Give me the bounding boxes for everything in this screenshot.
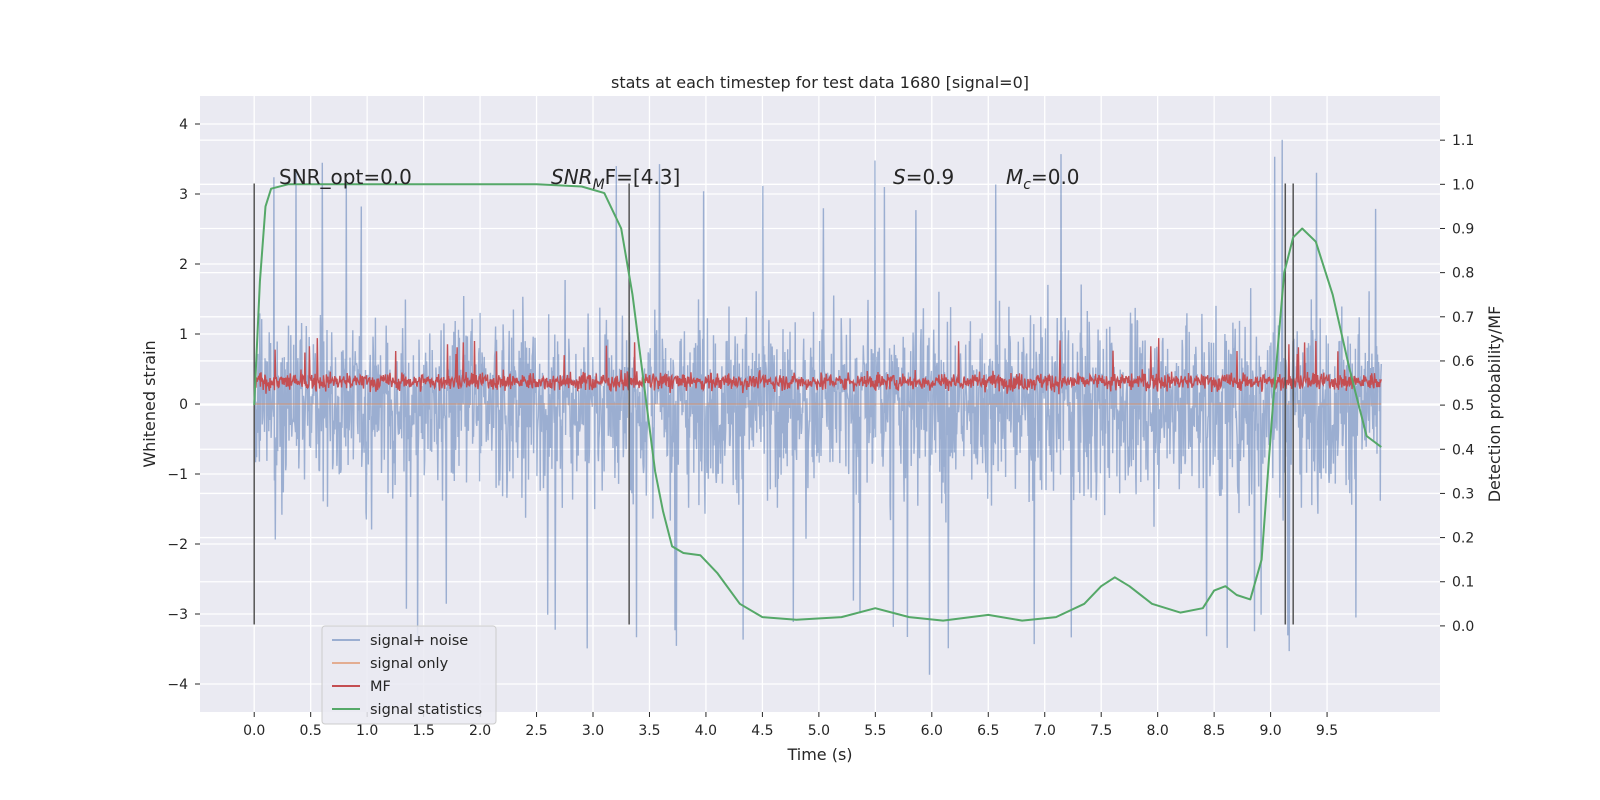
x-tick-label: 1.0: [356, 723, 378, 739]
y-tick-label: 4: [179, 117, 188, 133]
annotation-s: S=0.9: [893, 165, 954, 189]
x-axis-ticks: 0.0 0.5 1.0 1.5 2.0 2.5 3.0 3.5 4.0 4.5 5.0 5.5 6.0 6…: [243, 712, 1338, 739]
x-tick-label: 7.5: [1090, 723, 1112, 739]
annotation-mc-italic: M: [1006, 165, 1023, 189]
y-tick-label: −1: [167, 467, 188, 483]
annotation-snr-mf-sub: M: [593, 177, 605, 193]
y2-tick-label: 0.1: [1452, 575, 1474, 591]
annotation-mc-rest: =0.0: [1031, 165, 1080, 189]
annotation-mc: Mc=0.0: [1006, 165, 1080, 193]
y-tick-label: 3: [179, 187, 188, 203]
annotation-s-italic: S: [893, 165, 906, 189]
x-tick-label: 5.0: [808, 723, 830, 739]
annotation-snr-opt: SNR_opt=0.0: [279, 165, 412, 189]
y2-tick-label: 0.7: [1452, 310, 1474, 326]
legend-label-signal-only: signal only: [370, 656, 449, 672]
chart-title: stats at each timestep for test data 168…: [611, 73, 1029, 92]
y2-tick-label: 0.0: [1452, 619, 1474, 635]
x-tick-label: 6.0: [921, 723, 943, 739]
annotation-snr-mf-rest: F=[4.3]: [605, 165, 681, 189]
x-tick-label: 5.5: [864, 723, 886, 739]
signal-statistics-line: [253, 183, 1382, 622]
y-tick-label: 2: [179, 257, 188, 273]
legend-box: [321, 625, 497, 725]
y-axis-title: Whitened strain: [140, 340, 159, 467]
x-tick-label: 9.0: [1259, 723, 1281, 739]
y-tick-label: −4: [167, 677, 188, 693]
annotation-snr-mf-italic: SNR: [551, 165, 593, 189]
x-tick-label: 4.0: [695, 723, 717, 739]
x-tick-label: 2.0: [469, 723, 491, 739]
y2-axis-title: Detection probability/MF: [1485, 306, 1504, 503]
series-mf: [253, 338, 1382, 395]
legend-label-mf: MF: [370, 679, 391, 695]
x-tick-label: 3.0: [582, 723, 604, 739]
x-tick-label: 8.5: [1203, 723, 1225, 739]
x-axis-title: Time (s): [786, 745, 852, 764]
y-tick-label: 0: [179, 397, 188, 413]
x-tick-label: 3.5: [638, 723, 660, 739]
y2-tick-label: 0.9: [1452, 221, 1474, 237]
x-tick-label: 2.5: [525, 723, 547, 739]
legend-label-signal-statistics: signal statistics: [370, 702, 482, 718]
series-signal-statistics: [253, 183, 1382, 622]
series-signal-noise: [253, 139, 1382, 675]
y-tick-label: −3: [167, 607, 188, 623]
x-tick-label: 8.0: [1147, 723, 1169, 739]
y2-tick-label: 1.1: [1452, 133, 1474, 149]
x-tick-label: 9.5: [1316, 723, 1338, 739]
y2-tick-label: 1.0: [1452, 177, 1474, 193]
legend: signal+ noise signal only MF signal stat…: [321, 625, 497, 725]
mf-line: [253, 338, 1382, 395]
x-tick-label: 0.0: [243, 723, 265, 739]
x-tick-label: 6.5: [977, 723, 999, 739]
y2-tick-label: 0.6: [1452, 354, 1474, 370]
legend-label-signal-noise: signal+ noise: [370, 633, 468, 649]
y2-axis-ticks: 0.0 0.1 0.2 0.3 0.4 0.5 0.6 0.7 0.8 0.9 1.0 1.1: [1440, 133, 1474, 635]
y2-tick-label: 0.3: [1452, 486, 1474, 502]
x-tick-label: 4.5: [751, 723, 773, 739]
x-tick-label: 0.5: [300, 723, 322, 739]
x-tick-label: 1.5: [412, 723, 434, 739]
annotation-snr-mf: SNRMF=[4.3]: [551, 165, 680, 193]
y2-tick-label: 0.5: [1452, 398, 1474, 414]
x-tick-label: 7.0: [1034, 723, 1056, 739]
annotation-s-rest: =0.9: [906, 165, 955, 189]
y-axis-ticks: −4 −3 −2 −1 0 1 2 3 4: [167, 117, 200, 693]
y-tick-label: 1: [179, 327, 188, 343]
y-tick-label: −2: [167, 537, 188, 553]
y2-tick-label: 0.2: [1452, 531, 1474, 547]
y2-tick-label: 0.4: [1452, 442, 1474, 458]
annotation-mc-sub: c: [1023, 177, 1031, 193]
y2-tick-label: 0.8: [1452, 266, 1474, 282]
signal-noise-line: [253, 139, 1382, 675]
